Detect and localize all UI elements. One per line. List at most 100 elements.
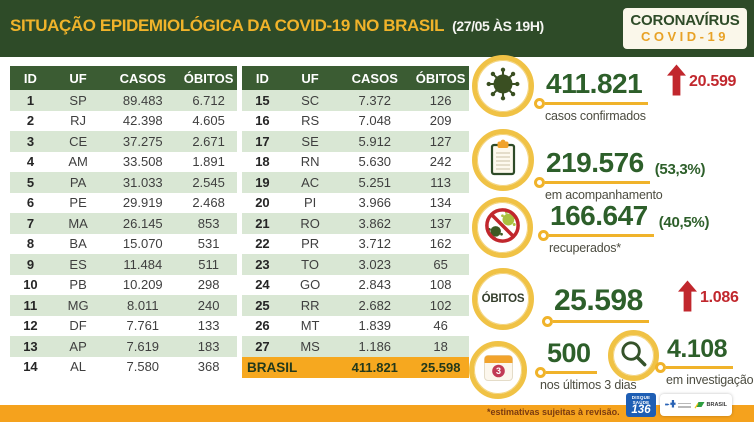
table-row: 14 AL 7.580 368 bbox=[10, 356, 237, 377]
cell-id: 2 bbox=[26, 113, 35, 129]
cell-casos: 42.398 bbox=[122, 113, 163, 129]
brasil-label: BRASIL bbox=[706, 402, 727, 408]
table-header-row: ID UF CASOS ÓBITOS bbox=[242, 66, 469, 90]
column-header: UF bbox=[69, 70, 87, 86]
cell-casos: 11.484 bbox=[123, 256, 163, 272]
investigation-value: 4.108 bbox=[654, 337, 734, 373]
cell-casos: 3.862 bbox=[358, 215, 392, 231]
cell-uf: RR bbox=[300, 297, 320, 313]
recovered-label: recuperados* bbox=[549, 240, 621, 255]
cell-obitos: 240 bbox=[197, 297, 220, 313]
cell-obitos: 126 bbox=[429, 92, 452, 108]
cell-id: 1 bbox=[26, 92, 35, 108]
cell-obitos: 511 bbox=[198, 256, 219, 272]
column-header: ID bbox=[255, 70, 269, 86]
cell-id: 9 bbox=[26, 256, 35, 272]
cell-id: 27 bbox=[255, 338, 270, 354]
cell-obitos: 2.545 bbox=[192, 174, 225, 190]
cell-uf: DF bbox=[69, 318, 87, 334]
table-row: 24 GO 2.843 108 bbox=[242, 274, 469, 295]
cell-uf: AC bbox=[301, 174, 320, 190]
disque-saude-number: 136 bbox=[631, 404, 651, 417]
table-body: 1 SP 89.483 6.712 2 RJ 42.398 4.605 3 CE… bbox=[10, 90, 237, 377]
cell-uf: PE bbox=[69, 195, 87, 211]
cell-id: 12 bbox=[23, 318, 38, 334]
cell-uf: MA bbox=[68, 215, 88, 231]
confirmed-delta: 20.599 bbox=[667, 62, 736, 103]
page-title: SITUAÇÃO EPIDEMIOLÓGICA DA COVID-19 NO B… bbox=[10, 16, 544, 36]
coronavirus-logo-top: CORONAVÍRUS bbox=[630, 12, 740, 29]
cell-casos: 89.483 bbox=[122, 92, 163, 108]
ministerio-da-saude-logo bbox=[678, 402, 692, 408]
brasil-total-row: BRASIL 411.821 25.598 bbox=[242, 356, 469, 378]
table-body: 15 SC 7.372 126 16 RS 7.048 209 17 SE 5.… bbox=[242, 90, 469, 357]
cell-id: 11 bbox=[23, 297, 38, 313]
cell-uf: PA bbox=[69, 174, 87, 190]
cell-casos: 5.630 bbox=[358, 154, 392, 170]
cell-uf: MT bbox=[300, 318, 320, 334]
monitoring-ring bbox=[472, 129, 534, 191]
table-row: 12 DF 7.761 133 bbox=[10, 315, 237, 336]
table-row: 13 AP 7.619 183 bbox=[10, 336, 237, 357]
virus-icon bbox=[484, 65, 522, 108]
cell-obitos: 1.891 bbox=[192, 154, 225, 170]
recent-days-value: 500 bbox=[535, 340, 597, 378]
total-obitos: 25.598 bbox=[420, 359, 461, 375]
cell-casos: 31.033 bbox=[122, 174, 163, 190]
stat-monitoring: 219.576 (53,3%) em acompanhamento bbox=[534, 149, 705, 202]
table-row: 9 ES 11.484 511 bbox=[10, 254, 237, 275]
cell-casos: 7.372 bbox=[358, 92, 392, 108]
cell-uf: RS bbox=[301, 113, 320, 129]
cell-uf: MS bbox=[300, 338, 320, 354]
footer-bar bbox=[0, 405, 754, 422]
table-row: 16 RS 7.048 209 bbox=[242, 110, 469, 131]
cell-obitos: 298 bbox=[197, 277, 220, 293]
cell-casos: 1.186 bbox=[358, 338, 392, 354]
cell-casos: 5.912 bbox=[358, 133, 392, 149]
cell-obitos: 127 bbox=[429, 133, 452, 149]
page-title-timestamp: (27/05 ÀS 19H) bbox=[452, 18, 544, 34]
cell-uf: SE bbox=[301, 133, 319, 149]
table-row: 21 RO 3.862 137 bbox=[242, 213, 469, 234]
cell-uf: SC bbox=[301, 92, 320, 108]
table-row: 11 MG 8.011 240 bbox=[10, 295, 237, 316]
cell-uf: TO bbox=[301, 256, 319, 272]
deaths-delta-value: 1.086 bbox=[700, 289, 739, 306]
cell-casos: 5.251 bbox=[358, 174, 392, 190]
table-row: 2 RJ 42.398 4.605 bbox=[10, 110, 237, 131]
column-header: ÓBITOS bbox=[183, 70, 234, 86]
cell-id: 21 bbox=[255, 215, 270, 231]
cell-id: 16 bbox=[255, 113, 270, 129]
cell-obitos: 65 bbox=[433, 256, 448, 272]
column-header: CASOS bbox=[351, 70, 398, 86]
cell-obitos: 531 bbox=[197, 236, 220, 252]
cell-uf: BA bbox=[69, 236, 87, 252]
stat-investigation: 4.108 em investigação bbox=[654, 337, 754, 387]
cell-id: 18 bbox=[255, 154, 270, 170]
cell-id: 20 bbox=[255, 195, 270, 211]
cell-id: 15 bbox=[255, 92, 270, 108]
cell-obitos: 113 bbox=[430, 174, 451, 190]
cell-obitos: 6.712 bbox=[192, 92, 225, 108]
cell-id: 17 bbox=[255, 133, 270, 149]
stat-recent-days: 500 nos últimos 3 dias bbox=[535, 340, 637, 392]
cell-casos: 2.682 bbox=[358, 297, 392, 313]
cell-id: 3 bbox=[26, 133, 35, 149]
cell-casos: 7.761 bbox=[126, 318, 160, 334]
cell-obitos: 2.671 bbox=[192, 133, 225, 149]
cell-obitos: 242 bbox=[429, 154, 452, 170]
confirmed-delta-value: 20.599 bbox=[689, 73, 737, 90]
no-virus-icon bbox=[482, 205, 523, 251]
cell-casos: 7.619 bbox=[126, 338, 160, 354]
cell-uf: PI bbox=[303, 195, 317, 211]
cell-obitos: 133 bbox=[197, 318, 220, 334]
table-row: 22 PR 3.712 162 bbox=[242, 233, 469, 254]
cell-casos: 7.580 bbox=[126, 359, 160, 375]
total-casos: 411.821 bbox=[351, 359, 398, 375]
investigation-ring bbox=[608, 330, 659, 381]
coronavirus-logo: CORONAVÍRUS COVID-19 bbox=[623, 8, 747, 49]
cell-casos: 1.839 bbox=[358, 318, 392, 334]
cell-id: 4 bbox=[26, 154, 35, 170]
cell-casos: 3.712 bbox=[358, 236, 392, 252]
cell-uf: AM bbox=[68, 154, 88, 170]
